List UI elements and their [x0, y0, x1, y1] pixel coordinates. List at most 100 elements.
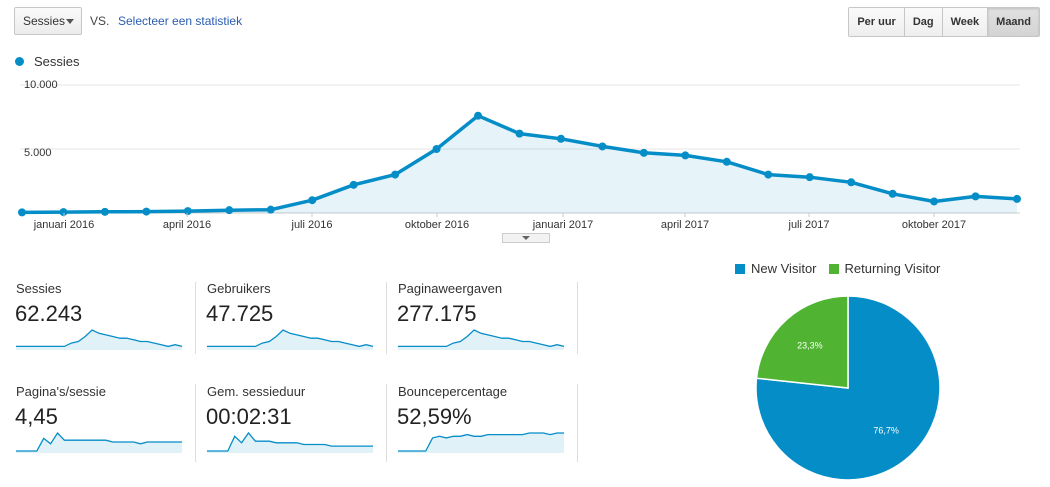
chevron-down-icon [522, 236, 530, 240]
data-point[interactable] [888, 189, 897, 198]
sparkline-fill [398, 433, 564, 453]
divider [386, 384, 387, 462]
vs-label: VS. [90, 14, 110, 28]
sparkline-fill [207, 330, 373, 350]
data-point[interactable] [805, 173, 814, 182]
metric-value: 00:02:31 [206, 404, 292, 429]
data-point[interactable] [1013, 194, 1021, 203]
data-point[interactable] [349, 180, 358, 189]
data-point[interactable] [971, 192, 980, 201]
collapse-chart-button[interactable] [502, 233, 550, 243]
divider [195, 384, 196, 462]
sparkline [16, 329, 183, 350]
sparkline-line [207, 329, 374, 348]
data-point[interactable] [474, 111, 483, 120]
metric-label: Sessies [16, 281, 62, 296]
data-point[interactable] [598, 142, 607, 151]
metric-label: Bouncepercentage [398, 384, 508, 399]
x-tick-label: oktober 2017 [902, 219, 966, 231]
granularity-buttons: Per uur Dag Week Maand [848, 7, 1040, 37]
x-tick-label: april 2016 [163, 219, 211, 231]
pie-slice-label: 76,7% [873, 425, 899, 435]
data-point[interactable] [100, 207, 109, 216]
data-point[interactable] [308, 196, 317, 205]
sparkline-fill [16, 433, 182, 453]
sparkline-fill [398, 330, 564, 350]
metric-value: 4,45 [15, 404, 58, 429]
sparkline-line [16, 329, 183, 348]
divider [386, 282, 387, 354]
data-point[interactable] [722, 157, 731, 166]
divider [577, 384, 578, 462]
series-dot-icon [15, 57, 24, 66]
sparkline-line [16, 431, 182, 452]
legend-label: New Visitor [751, 261, 817, 276]
data-point[interactable] [556, 134, 565, 143]
data-point[interactable] [142, 207, 151, 216]
data-point[interactable] [183, 207, 192, 216]
x-tick-label: juli 2016 [291, 219, 333, 231]
metric-users: Gebruikers 47.725 [205, 281, 385, 367]
data-point[interactable] [681, 151, 690, 160]
visitor-type-pie-chart: 76,7% 23,3% [755, 295, 941, 481]
data-point[interactable] [930, 197, 939, 206]
divider [195, 282, 196, 354]
x-tick-label: april 2017 [661, 219, 709, 231]
metric-value: 62.243 [15, 301, 83, 326]
x-tick-label: juli 2017 [788, 219, 830, 231]
pie-slice[interactable] [755, 295, 941, 481]
compare-metric-link[interactable]: Selecteer een statistiek [118, 14, 243, 28]
pie-legend: New Visitor Returning Visitor [735, 261, 952, 276]
metric-pages-per-session: Pagina's/sessie 4,45 [14, 384, 194, 470]
data-point[interactable] [391, 170, 400, 179]
metric-label: Gem. sessieduur [207, 384, 306, 399]
sparkline [398, 432, 564, 453]
sparkline-line [398, 432, 564, 452]
per-hour-button[interactable]: Per uur [849, 8, 905, 36]
chart-legend: Sessies [15, 54, 80, 69]
sparkline [398, 329, 565, 350]
data-point[interactable] [225, 206, 234, 215]
month-button[interactable]: Maand [988, 8, 1039, 36]
legend-swatch-icon [735, 263, 745, 274]
data-point[interactable] [639, 148, 648, 157]
data-point[interactable] [764, 170, 773, 179]
sparkline [207, 431, 373, 453]
legend-swatch-icon [828, 263, 839, 274]
data-point[interactable] [847, 178, 856, 187]
metric-dropdown-value: Sessies [23, 14, 66, 28]
area-fill [22, 115, 1017, 213]
data-point[interactable] [266, 205, 275, 214]
pie-slice[interactable] [755, 295, 849, 389]
sparkline [207, 329, 374, 350]
sparkline [16, 431, 182, 453]
pie-slice-label: 23,3% [797, 341, 823, 351]
week-button[interactable]: Week [942, 8, 989, 36]
y-tick-label: 5.000 [24, 147, 52, 159]
chevron-down-icon [66, 19, 74, 24]
metric-avg-session-duration: Gem. sessieduur 00:02:31 [205, 384, 385, 470]
sparkline-fill [16, 330, 182, 350]
legend-item-returning-visitor[interactable]: Returning Visitor [828, 261, 940, 276]
data-point[interactable] [432, 145, 441, 153]
metric-sessions: Sessies 62.243 [14, 281, 194, 367]
metric-label: Gebruikers [207, 281, 271, 296]
divider [577, 282, 578, 354]
data-point[interactable] [59, 208, 68, 217]
metric-label: Paginaweergaven [398, 281, 503, 296]
legend-item-new-visitor[interactable]: New Visitor [735, 261, 817, 276]
day-button[interactable]: Dag [904, 8, 943, 36]
metric-pageviews: Paginaweergaven 277.175 [396, 281, 576, 367]
chart-legend-label: Sessies [34, 54, 80, 69]
sparkline-line [207, 431, 373, 452]
data-point[interactable] [18, 208, 26, 217]
y-tick-label: 10.000 [24, 79, 58, 91]
sessions-line-chart: januari 2016 april 2016 juli 2016 oktober 2… [18, 84, 1021, 231]
metric-value: 47.725 [206, 301, 274, 326]
metric-dropdown[interactable]: Sessies [14, 7, 82, 35]
data-point[interactable] [515, 129, 524, 138]
sparkline-line [398, 329, 565, 348]
x-tick-label: januari 2017 [532, 219, 594, 231]
x-tick-label: januari 2016 [33, 219, 95, 231]
metric-bounce-rate: Bouncepercentage 52,59% [396, 384, 576, 470]
